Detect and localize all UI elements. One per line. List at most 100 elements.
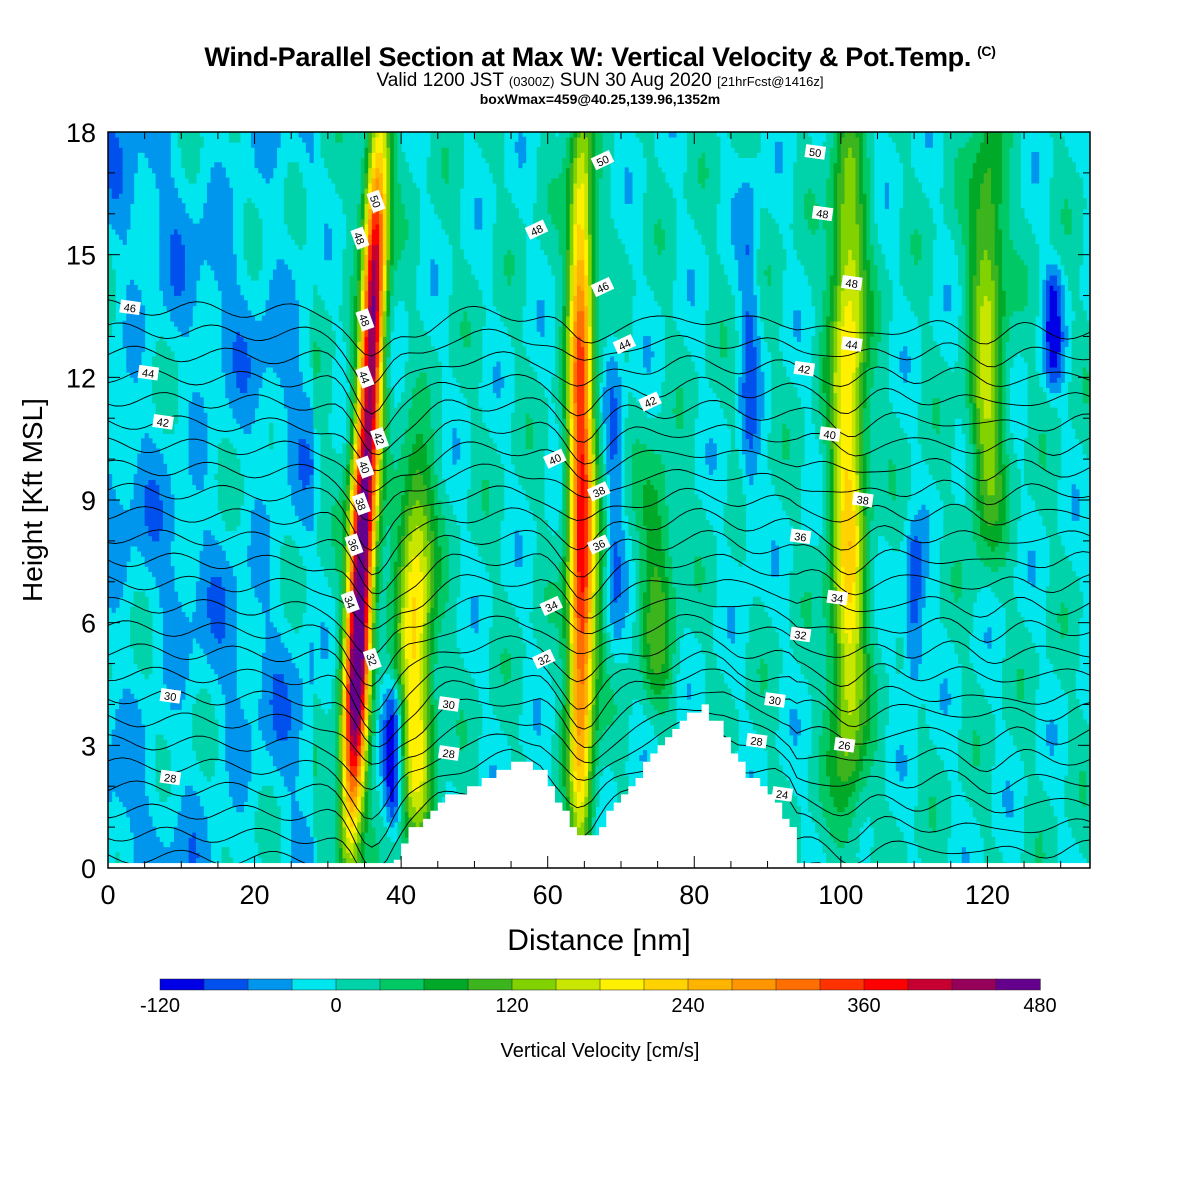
theta-contour-line	[108, 482, 1090, 551]
colorbar-swatch	[159, 978, 205, 991]
contour-label-box	[542, 448, 567, 469]
theta-contour-line	[108, 755, 1090, 868]
y-tick-label: 9	[81, 486, 96, 516]
colorbar-swatch	[819, 978, 865, 991]
theta-contour-line	[108, 437, 1090, 493]
contour-label-text: 36	[793, 531, 807, 545]
contour-label-text: 48	[356, 313, 371, 329]
theta-contour-line	[108, 299, 1090, 357]
contour-label-text: 38	[856, 494, 870, 508]
theta-contour-line	[108, 322, 1090, 386]
contour-label-box	[539, 595, 563, 616]
contour-label-box	[362, 647, 382, 671]
theta-contour-line	[108, 734, 1090, 848]
contour-label: 36	[586, 534, 611, 555]
contour-label: 48	[841, 274, 863, 291]
contour-label: 50	[590, 150, 615, 171]
x-tick-label: 0	[100, 880, 115, 910]
contour-label-box	[340, 590, 360, 614]
theta-contour-line	[108, 631, 1090, 714]
colorbar: -1200120240360480600Vertical Velocity [c…	[140, 978, 1200, 1062]
y-tick-label: 6	[81, 609, 96, 639]
contour-label-text: 50	[367, 194, 382, 210]
axes-ticks	[107, 131, 1090, 869]
contour-label-text: 24	[775, 789, 789, 803]
theta-contour-line	[108, 506, 1090, 576]
contour-label: 50	[366, 189, 386, 213]
contour-label-text: 46	[595, 280, 611, 296]
chart-title: Wind-Parallel Section at Max W: Vertical…	[204, 42, 996, 72]
y-tick-label: 12	[66, 363, 96, 393]
contour-label: 32	[789, 626, 812, 643]
contour-label-text: 40	[547, 452, 563, 468]
contour-label: 32	[531, 648, 556, 670]
contour-label-text: 48	[845, 277, 859, 291]
contour-label-text: 34	[830, 592, 844, 606]
contour-label: 42	[152, 413, 174, 430]
contour-label-text: 48	[815, 208, 829, 222]
contour-label-text: 28	[442, 748, 456, 762]
contour-label-text: 28	[163, 772, 177, 786]
colorbar-swatch	[511, 978, 557, 991]
colorbar-tick-label: 0	[330, 995, 341, 1017]
contour-label: 34	[340, 590, 360, 614]
contour-label-box	[590, 150, 615, 171]
contour-label: 38	[586, 481, 611, 502]
theta-contour-line	[108, 368, 1090, 438]
x-tick-label: 40	[386, 880, 416, 910]
contour-label-box	[355, 365, 375, 389]
terrain-mask	[386, 704, 797, 868]
contour-label: 40	[819, 426, 841, 442]
contour-label-text: 34	[544, 599, 560, 615]
contour-label-text: 44	[845, 339, 859, 353]
contour-label-text: 32	[536, 652, 552, 668]
y-axis-label: Height [Kft MSL]	[17, 398, 48, 602]
colorbar-swatch	[379, 978, 425, 991]
contour-label-box	[764, 692, 786, 708]
contour-label: 38	[351, 492, 371, 516]
contour-label-box	[586, 534, 611, 555]
theta-contour-line	[108, 720, 1090, 820]
x-tick-label: 80	[679, 880, 709, 910]
contour-label-text: 50	[808, 147, 822, 161]
contour-label-box	[137, 364, 160, 381]
contour-label: 44	[355, 365, 375, 389]
contour-label-box	[590, 276, 615, 298]
contour-label: 48	[524, 219, 549, 240]
x-tick-label: 100	[818, 880, 863, 910]
contour-label-box	[638, 391, 662, 412]
theta-contour-line	[108, 948, 1090, 1041]
contour-label-box	[438, 696, 460, 712]
chart-subtitle-box: boxWmax=459@40.25,139.96,1352m	[479, 91, 721, 107]
contour-label: 32	[362, 647, 382, 671]
contour-label-text: 26	[837, 739, 851, 753]
x-tick-label: 60	[533, 880, 563, 910]
contour-label-text: 46	[123, 302, 137, 316]
contour-label: 42	[793, 360, 816, 377]
theta-contour-line	[108, 691, 1090, 765]
contour-label-box	[355, 455, 375, 479]
y-tick-label: 3	[81, 731, 96, 761]
contour-label-box	[852, 491, 874, 508]
contour-label-text: 28	[750, 735, 764, 749]
contour-label: 48	[811, 205, 834, 222]
contour-label: 30	[438, 696, 460, 713]
contour-label-box	[793, 360, 816, 377]
contour-label: 44	[841, 336, 863, 353]
y-tick-label: 15	[66, 241, 96, 271]
y-tick-label: 0	[81, 854, 96, 884]
contour-label-text: 48	[529, 223, 545, 239]
contour-label: 28	[745, 732, 768, 749]
theta-contour-line	[108, 552, 1090, 611]
contour-label-text: 44	[141, 367, 155, 381]
theta-contour-line	[108, 650, 1090, 733]
contour-label-text: 30	[442, 699, 456, 713]
contour-label-text: 42	[156, 416, 170, 430]
colorbar-swatch	[423, 978, 469, 991]
copyright-mark: (C)	[977, 43, 996, 59]
contour-label-box	[819, 426, 841, 442]
contour-label-text: 42	[797, 363, 811, 377]
theta-contour-line	[108, 668, 1090, 748]
colorbar-label: Vertical Velocity [cm/s]	[501, 1040, 700, 1062]
contour-label: 28	[159, 769, 182, 786]
